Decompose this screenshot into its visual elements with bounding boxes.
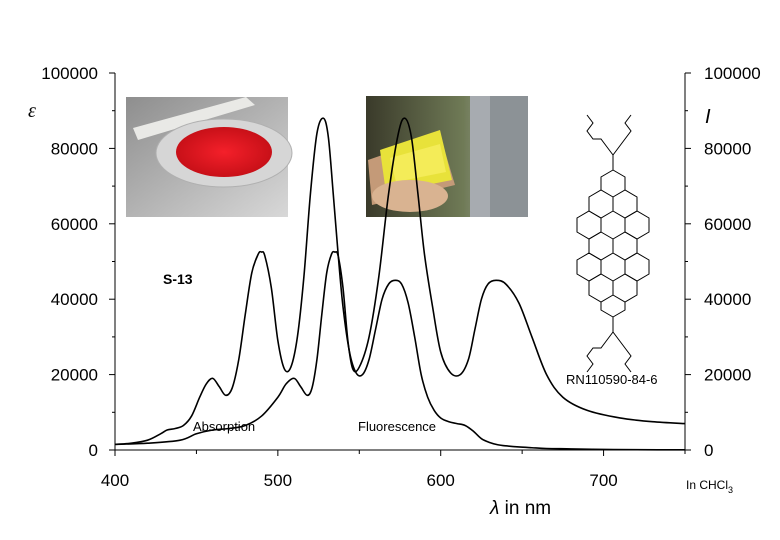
overlay-labels: ε I S-13 RN110590-84-6 Absorption Fluore…	[28, 100, 733, 519]
y-left-tick-label: 100000	[41, 64, 98, 83]
series-line-fluorescence	[114, 117, 686, 446]
powder-photo	[126, 97, 293, 217]
fluorescence-label: Fluorescence	[358, 419, 436, 434]
y-right-tick-label: 40000	[704, 290, 751, 309]
solvent-label-sub: 3	[728, 485, 733, 495]
y-left-tick-label: 0	[89, 441, 98, 460]
x-tick-label: 700	[589, 471, 617, 490]
x-axis-label-symbol: λ	[489, 498, 499, 519]
y-left-tick-label: 40000	[51, 290, 98, 309]
y-right-tick-label: 20000	[704, 366, 751, 385]
y-axis-left-label: ε	[28, 100, 36, 122]
y-right-tick-label: 0	[704, 441, 713, 460]
absorption-label: Absorption	[193, 419, 255, 434]
fluorescent-sample-photo	[366, 96, 528, 217]
compound-label: S-13	[163, 271, 193, 287]
y-right-tick-label: 60000	[704, 215, 751, 234]
solvent-label: In CHCl3	[686, 478, 733, 495]
y-left-tick-label: 60000	[51, 215, 98, 234]
registry-number-label: RN110590-84-6	[566, 372, 658, 387]
x-tick-label: 600	[427, 471, 455, 490]
x-axis-label: λ in nm	[489, 498, 551, 519]
ticks	[109, 72, 691, 456]
y-axis-right-label: I	[705, 106, 711, 128]
x-tick-label: 400	[101, 471, 129, 490]
y-right-tick-label: 100000	[704, 64, 761, 83]
y-right-tick-label: 80000	[704, 139, 751, 158]
tick-labels: 400 500 600 700 0 0 20000 20000 40000 40000 60000 6…	[41, 64, 760, 490]
y-left-tick-label: 80000	[51, 139, 98, 158]
x-tick-label: 500	[264, 471, 292, 490]
x-axis-label-text: in nm	[499, 498, 551, 519]
y-left-tick-label: 20000	[51, 366, 98, 385]
series	[114, 117, 686, 451]
solvent-label-main: In CHCl	[686, 478, 728, 492]
molecular-structure	[576, 114, 650, 373]
